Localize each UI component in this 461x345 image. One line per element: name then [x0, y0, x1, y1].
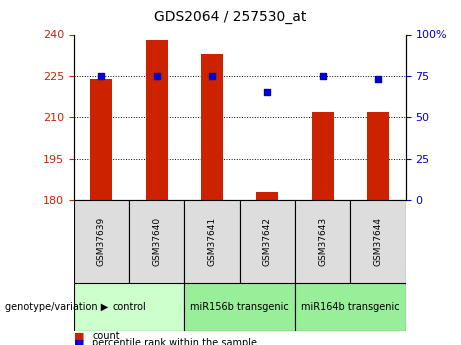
Text: genotype/variation ▶: genotype/variation ▶ [5, 302, 108, 312]
Text: miR156b transgenic: miR156b transgenic [190, 302, 289, 312]
Bar [129, 200, 184, 283]
Bar [184, 200, 240, 283]
Bar [367, 112, 389, 200]
Text: GDS2064 / 257530_at: GDS2064 / 257530_at [154, 10, 307, 24]
Bar [295, 200, 350, 283]
Bar [240, 200, 295, 283]
Point [98, 73, 105, 79]
Point [153, 73, 160, 79]
Text: GSM37641: GSM37641 [207, 217, 217, 266]
Text: GSM37642: GSM37642 [263, 217, 272, 266]
Bar [90, 79, 112, 200]
Text: ■: ■ [74, 338, 84, 345]
Bar [74, 283, 184, 331]
Bar [256, 192, 278, 200]
Point [264, 90, 271, 95]
Text: miR164b transgenic: miR164b transgenic [301, 302, 400, 312]
Text: percentile rank within the sample: percentile rank within the sample [92, 338, 257, 345]
Text: control: control [112, 302, 146, 312]
Bar [146, 40, 168, 200]
Text: count: count [92, 332, 120, 341]
Bar [201, 54, 223, 200]
Bar [295, 283, 406, 331]
Text: GSM37644: GSM37644 [373, 217, 383, 266]
Text: GSM37643: GSM37643 [318, 217, 327, 266]
Text: GSM37640: GSM37640 [152, 217, 161, 266]
Point [374, 77, 382, 82]
Point [319, 73, 326, 79]
Text: ■: ■ [74, 332, 84, 341]
Bar [350, 200, 406, 283]
Bar [184, 283, 295, 331]
Bar [312, 112, 334, 200]
Text: GSM37639: GSM37639 [97, 217, 106, 266]
Bar [74, 200, 129, 283]
Point [208, 73, 216, 79]
